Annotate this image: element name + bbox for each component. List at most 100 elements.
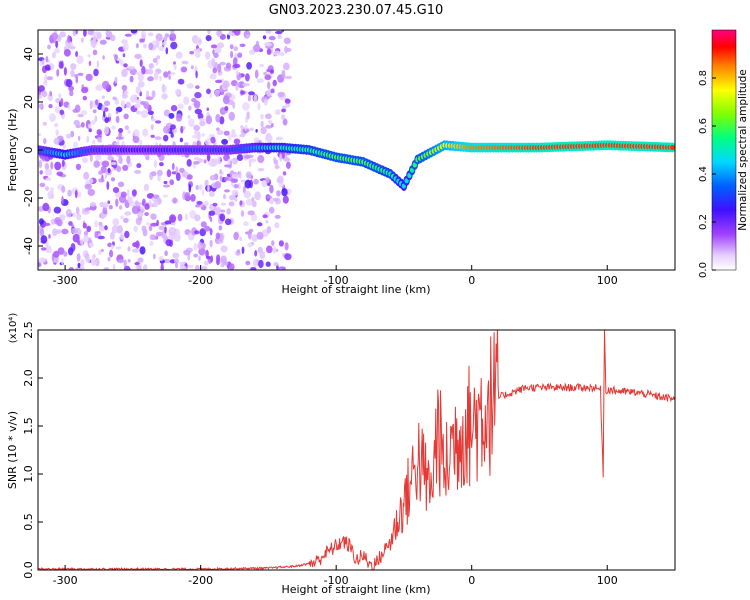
x-tick-label: -300 (53, 574, 78, 587)
spectrogram-noise-mark (195, 70, 198, 79)
spectrogram-noise-mark (170, 124, 176, 130)
spectrogram-noise-mark (136, 211, 144, 218)
spectrogram-noise-mark (195, 204, 200, 208)
spectrogram-noise-mark (188, 184, 192, 193)
spectrogram-noise-mark (83, 230, 89, 236)
spectrogram-noise-mark (257, 154, 265, 164)
spectrogram-noise-mark (50, 161, 54, 170)
spectrogram-noise-mark (242, 83, 250, 87)
spectrogram-noise-mark (283, 62, 290, 71)
spectrogram-noise-mark (84, 183, 92, 190)
spectrogram-noise-mark (95, 154, 102, 161)
spectrogram-noise-mark (140, 205, 146, 212)
spectrogram-noise-mark (206, 88, 211, 95)
spectrogram-noise-mark (77, 72, 84, 76)
spectrogram-noise-mark (260, 120, 264, 128)
spectrogram-noise-mark (259, 251, 266, 260)
spectrogram-noise-mark (76, 213, 82, 221)
spectrogram-noise-mark (205, 51, 210, 60)
y-tick-label: 0 (22, 147, 35, 154)
spectrogram-noise-mark (93, 160, 100, 168)
spectrogram-noise-mark (207, 30, 211, 35)
spectrogram-noise-mark (217, 156, 221, 162)
spectrogram-noise-mark (54, 217, 62, 225)
spectrogram-noise-mark (69, 90, 74, 97)
spectrogram-noise-mark (253, 94, 258, 102)
spectrogram-noise-mark (237, 249, 240, 254)
spectrogram-noise-mark (164, 226, 167, 234)
spectrogram-noise-mark (153, 160, 158, 169)
spectrogram-noise-mark (253, 259, 257, 268)
x-tick-label: 0 (468, 274, 475, 287)
spectrogram-noise-mark (115, 136, 124, 140)
spectrogram-noise-mark (54, 161, 62, 171)
y-tick-label: 20 (22, 95, 35, 109)
spectrogram-noise-mark (276, 190, 281, 197)
spectrogram-noise-mark (244, 179, 252, 189)
spectrogram-noise-mark (164, 33, 168, 42)
spectrogram-noise-mark (260, 126, 267, 135)
spectrogram-noise-mark (158, 46, 165, 51)
spectrogram-noise-mark (224, 218, 232, 226)
spectrogram-noise-mark (75, 163, 82, 171)
spectrogram-noise-mark (224, 176, 229, 182)
spectrogram-noise-mark (254, 69, 259, 79)
spectrogram-noise-mark (262, 35, 267, 40)
spectrogram-noise-mark (94, 220, 98, 228)
spectrogram-noise-mark (247, 242, 253, 248)
y-tick-label: 1.0 (22, 465, 35, 483)
spectrogram-noise-mark (283, 37, 291, 45)
spectrogram-noise-mark (106, 181, 110, 190)
spectrogram-noise-mark (101, 160, 110, 168)
spectrogram-noise-mark (150, 124, 154, 131)
spectrogram-noise-mark (190, 65, 194, 70)
spectrogram-noise-mark (101, 202, 109, 208)
spectrogram-noise-mark (194, 91, 202, 99)
spectrogram-noise-mark (124, 230, 130, 239)
spectrogram-noise-mark (279, 52, 285, 57)
spectrogram-noise-mark (281, 188, 288, 197)
spectrogram-noise-mark (120, 100, 126, 108)
spectrogram-noise-mark (160, 263, 164, 270)
spectrogram-noise-mark (192, 134, 199, 139)
spectrogram-noise-mark (83, 171, 90, 180)
spectrogram-noise-mark (214, 160, 222, 165)
spectrogram-noise-mark (135, 99, 142, 104)
spectrogram-noise-mark (265, 134, 273, 143)
spectrogram-noise-mark (265, 220, 269, 224)
spectrogram-noise-mark (127, 188, 130, 198)
spectrogram-noise-mark (187, 174, 193, 180)
spectrogram-noise-mark (193, 253, 199, 258)
spectrogram-noise-mark (166, 169, 172, 178)
spectrogram-noise-mark (193, 100, 201, 109)
spectrogram-noise-mark (245, 171, 252, 179)
spectrogram-noise-mark (94, 115, 98, 123)
spectrogram-noise-mark (129, 68, 137, 76)
spectrogram-noise-mark (139, 59, 143, 67)
spectrogram-noise-mark (184, 213, 189, 221)
spectrogram-noise-mark (48, 234, 51, 239)
spectrogram-noise-mark (233, 46, 238, 52)
spectrogram-x-axis-label: Height of straight line (km) (281, 283, 430, 296)
spectrogram-noise-mark (172, 197, 178, 204)
spectrogram-noise-mark (251, 200, 257, 208)
spectrogram-noise-mark (170, 41, 178, 50)
spectrogram-noise-mark (51, 51, 56, 59)
spectrogram-noise-mark (38, 232, 41, 242)
spectrogram-noise-mark (222, 95, 230, 105)
spectrogram-noise-mark (170, 105, 178, 112)
spectrogram-noise-mark (82, 222, 87, 229)
spectrogram-noise-mark (249, 127, 254, 131)
spectrogram-noise-mark (124, 125, 129, 130)
spectrogram-noise-mark (265, 261, 271, 267)
spectrogram-noise-mark (108, 205, 113, 210)
snr-y-scale-label: (x10⁴) (8, 313, 19, 344)
spectrogram-noise-mark (253, 137, 260, 144)
spectrogram-noise-mark (44, 168, 53, 176)
spectrogram-noise-mark (91, 120, 96, 125)
spectrogram-noise-mark (233, 232, 239, 241)
spectrogram-noise-mark (217, 63, 222, 73)
spectrogram-noise-mark (111, 125, 116, 130)
spectrogram-noise-mark (215, 232, 221, 240)
spectrogram-noise-mark (102, 206, 108, 215)
